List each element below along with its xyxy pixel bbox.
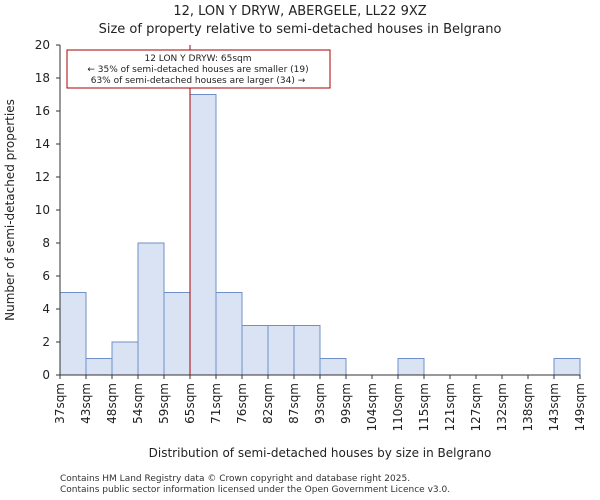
y-tick-label: 6 xyxy=(42,269,50,283)
bar-93sqm xyxy=(319,358,347,376)
bar-48sqm xyxy=(111,341,139,376)
bar-87sqm xyxy=(293,325,321,376)
bars-group xyxy=(59,94,581,376)
annotation-line-1: 12 LON Y DRYW: 65sqm xyxy=(144,54,251,64)
bar-76sqm xyxy=(241,325,269,376)
annotation-line-3: 63% of semi-detached houses are larger (… xyxy=(91,76,306,86)
chart-title: 12, LON Y DRYW, ABERGELE, LL22 9XZ xyxy=(173,4,426,19)
x-tick-label: 132sqm xyxy=(495,383,509,431)
x-tick-label: 99sqm xyxy=(339,383,353,424)
x-tick-label: 76sqm xyxy=(235,383,249,424)
x-tick-label: 54sqm xyxy=(131,383,145,424)
y-tick-label: 4 xyxy=(42,302,50,316)
annotation-box xyxy=(66,49,331,89)
x-tick-label: 127sqm xyxy=(469,383,483,431)
y-tick-label: 0 xyxy=(42,368,50,382)
x-tick-label: 43sqm xyxy=(79,383,93,424)
footer-line-1: Contains HM Land Registry data © Crown c… xyxy=(60,474,411,484)
x-tick-label: 93sqm xyxy=(313,383,327,424)
x-axis: 37sqm 43sqm 48sqm 54sqm 59sqm 65sqm 71sqm 76sqm… xyxy=(53,374,587,431)
annotation-line-2: ← 35% of semi-detached houses are smalle… xyxy=(87,65,308,75)
bar-43sqm xyxy=(85,358,113,376)
y-tick-label: 16 xyxy=(35,104,50,118)
x-tick-label: 121sqm xyxy=(443,383,457,431)
x-tick-label: 65sqm xyxy=(183,383,197,424)
y-tick-label: 12 xyxy=(35,170,50,184)
y-axis-label: Number of semi-detached properties xyxy=(3,99,17,321)
x-tick-label: 82sqm xyxy=(261,383,275,424)
bar-143sqm xyxy=(553,358,581,376)
x-tick-label: 59sqm xyxy=(157,383,171,424)
x-tick-label: 115sqm xyxy=(417,383,431,431)
y-tick-label: 18 xyxy=(35,71,50,85)
bar-37sqm xyxy=(59,292,87,376)
y-tick-label: 8 xyxy=(42,236,50,250)
chart-subtitle: Size of property relative to semi-detach… xyxy=(99,22,502,37)
bar-82sqm xyxy=(267,325,295,376)
x-tick-label: 71sqm xyxy=(209,383,223,424)
x-tick-label: 110sqm xyxy=(391,383,405,431)
x-tick-label: 37sqm xyxy=(53,383,67,424)
y-tick-label: 14 xyxy=(35,137,50,151)
x-tick-label: 104sqm xyxy=(365,383,379,431)
footer-line-2: Contains public sector information licen… xyxy=(60,485,451,495)
bar-71sqm xyxy=(215,292,243,376)
x-axis-label: Distribution of semi-detached houses by … xyxy=(149,446,492,460)
y-tick-label: 20 xyxy=(35,38,50,52)
y-tick-label: 10 xyxy=(35,203,50,217)
x-tick-label: 87sqm xyxy=(287,383,301,424)
bar-59sqm xyxy=(163,292,191,376)
bar-110sqm xyxy=(397,358,425,376)
bar-65sqm xyxy=(189,94,217,376)
y-tick-label: 2 xyxy=(42,335,50,349)
x-tick-label: 48sqm xyxy=(105,383,119,424)
x-tick-label: 149sqm xyxy=(573,383,587,431)
x-tick-label: 143sqm xyxy=(547,383,561,431)
y-axis: 0 2 4 6 8 10 12 14 16 18 20 xyxy=(35,38,61,382)
bar-54sqm xyxy=(137,242,165,376)
x-tick-label: 138sqm xyxy=(521,383,535,431)
